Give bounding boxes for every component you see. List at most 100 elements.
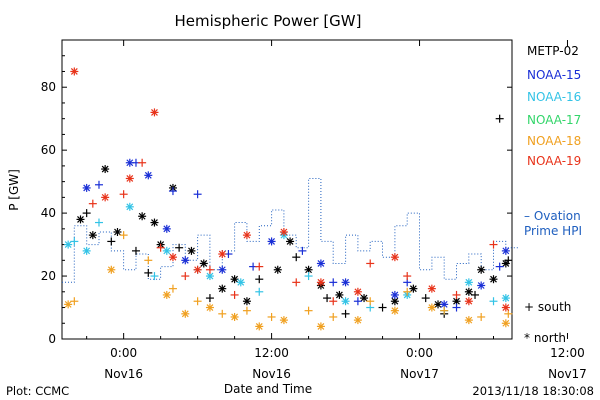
x-tick-date: Nov17 bbox=[400, 367, 439, 381]
marker-stroke bbox=[181, 256, 189, 264]
marker-stroke bbox=[101, 165, 109, 173]
noaa-15-south-point bbox=[193, 190, 202, 199]
footer-timestamp: 2013/11/18 18:30:08 bbox=[472, 384, 594, 398]
noaa-19-north-point bbox=[193, 265, 202, 274]
noaa-15-north-point bbox=[390, 290, 399, 299]
metp-02-south-point bbox=[471, 290, 480, 299]
marker-stroke bbox=[243, 297, 251, 305]
noaa-19-south-point bbox=[205, 265, 214, 274]
marker-stroke bbox=[101, 193, 109, 201]
marker-stroke bbox=[169, 253, 177, 261]
noaa-19-north-point bbox=[70, 67, 79, 76]
metp-02-north-point bbox=[199, 259, 208, 268]
noaa-15-north-point bbox=[267, 237, 276, 246]
marker-stroke bbox=[274, 266, 282, 274]
metp-02-north-point bbox=[409, 284, 418, 293]
noaa-19-south-point bbox=[138, 158, 147, 167]
metp-02-south-point bbox=[323, 294, 332, 303]
marker-stroke bbox=[286, 238, 294, 245]
noaa-18-south-point bbox=[304, 306, 313, 315]
noaa-19-north-point bbox=[464, 297, 473, 306]
noaa-18-north-point bbox=[427, 303, 436, 312]
noaa-15-south-point bbox=[168, 187, 177, 196]
data-markers bbox=[64, 67, 513, 331]
marker-stroke bbox=[144, 171, 152, 179]
noaa-16-north-point bbox=[64, 240, 73, 249]
metp-02-north-point bbox=[113, 227, 122, 236]
marker-stroke bbox=[200, 260, 208, 267]
noaa-18-south-point bbox=[440, 306, 449, 315]
marker-stroke bbox=[317, 260, 325, 267]
x-tick-date: Nov17 bbox=[548, 367, 587, 381]
noaa-18-north-point bbox=[255, 322, 264, 331]
noaa-15-south-point bbox=[298, 246, 307, 255]
noaa-16-north-point bbox=[236, 278, 245, 287]
noaa-15-north-point bbox=[341, 278, 350, 287]
x-tick-date: Nov16 bbox=[104, 367, 143, 381]
noaa-15-south-point bbox=[495, 262, 504, 271]
noaa-19-north-point bbox=[316, 278, 325, 287]
noaa-19-south-point bbox=[329, 297, 338, 306]
noaa-18-north-point bbox=[205, 303, 214, 312]
marker-stroke bbox=[237, 278, 245, 286]
legend-item-noaa-16: NOAA-16 bbox=[527, 90, 581, 104]
marker-stroke bbox=[77, 215, 84, 223]
marker-stroke bbox=[218, 266, 226, 274]
metp-02-north-point bbox=[501, 259, 510, 268]
marker-stroke bbox=[440, 300, 448, 308]
legend: METP-02 NOAA-15 NOAA-16 NOAA-17 NOAA-18 … bbox=[524, 44, 582, 345]
marker-stroke bbox=[243, 231, 251, 239]
noaa-19-south-point bbox=[489, 240, 498, 249]
metp-02-north-point bbox=[138, 212, 147, 221]
marker-stroke bbox=[194, 266, 202, 274]
y-tick-label: 80 bbox=[41, 80, 56, 94]
marker-stroke bbox=[151, 219, 158, 226]
noaa-18-north-point bbox=[464, 316, 473, 325]
noaa-18-south-point bbox=[477, 312, 486, 321]
marker-stroke bbox=[428, 285, 436, 293]
x-axis-label: Date and Time bbox=[224, 382, 312, 396]
noaa-19-south-point bbox=[88, 199, 97, 208]
footer-credit: Plot: CCMC bbox=[6, 384, 69, 398]
noaa-19-south-point bbox=[366, 259, 375, 268]
noaa-15-south-point bbox=[452, 303, 461, 312]
marker-stroke bbox=[428, 304, 436, 311]
marker-stroke bbox=[151, 108, 158, 116]
marker-stroke bbox=[465, 278, 473, 286]
noaa-15-south-point bbox=[353, 297, 362, 306]
y-axis-label: P [GW] bbox=[7, 169, 21, 211]
legend-item-noaa-17: NOAA-17 bbox=[527, 113, 581, 127]
noaa-16-south-point bbox=[150, 272, 159, 281]
marker-stroke bbox=[70, 68, 78, 75]
noaa-18-north-point bbox=[279, 316, 288, 325]
noaa-18-south-point bbox=[504, 309, 513, 318]
marker-stroke bbox=[114, 228, 121, 236]
marker-stroke bbox=[465, 316, 473, 324]
metp-02-north-point bbox=[242, 297, 251, 306]
marker-stroke bbox=[218, 250, 226, 258]
x-tick-time: 0:00 bbox=[110, 346, 137, 360]
y-tick-label: 60 bbox=[41, 143, 56, 157]
marker-stroke bbox=[64, 300, 72, 308]
noaa-15-north-point bbox=[316, 259, 325, 268]
noaa-19-north-point bbox=[242, 231, 251, 240]
noaa-19-south-point bbox=[452, 290, 461, 299]
marker-stroke bbox=[335, 291, 343, 299]
marker-stroke bbox=[206, 272, 214, 280]
noaa-15-north-point bbox=[181, 256, 190, 265]
legend-south: + south bbox=[524, 300, 571, 314]
marker-stroke bbox=[502, 294, 510, 302]
noaa-18-north-point bbox=[181, 309, 190, 318]
marker-stroke bbox=[477, 266, 485, 274]
marker-stroke bbox=[391, 297, 399, 305]
metp-02-south-point bbox=[341, 309, 350, 318]
marker-stroke bbox=[490, 275, 497, 283]
noaa-19-north-point bbox=[279, 227, 288, 236]
noaa-18-south-point bbox=[70, 297, 79, 306]
noaa-18-south-point bbox=[119, 231, 128, 240]
metp-02-north-point bbox=[477, 265, 486, 274]
x-tick-time: 12:00 bbox=[254, 346, 289, 360]
marker-stroke bbox=[360, 294, 368, 302]
marker-stroke bbox=[502, 319, 510, 327]
noaa-18-south-point bbox=[144, 256, 153, 265]
